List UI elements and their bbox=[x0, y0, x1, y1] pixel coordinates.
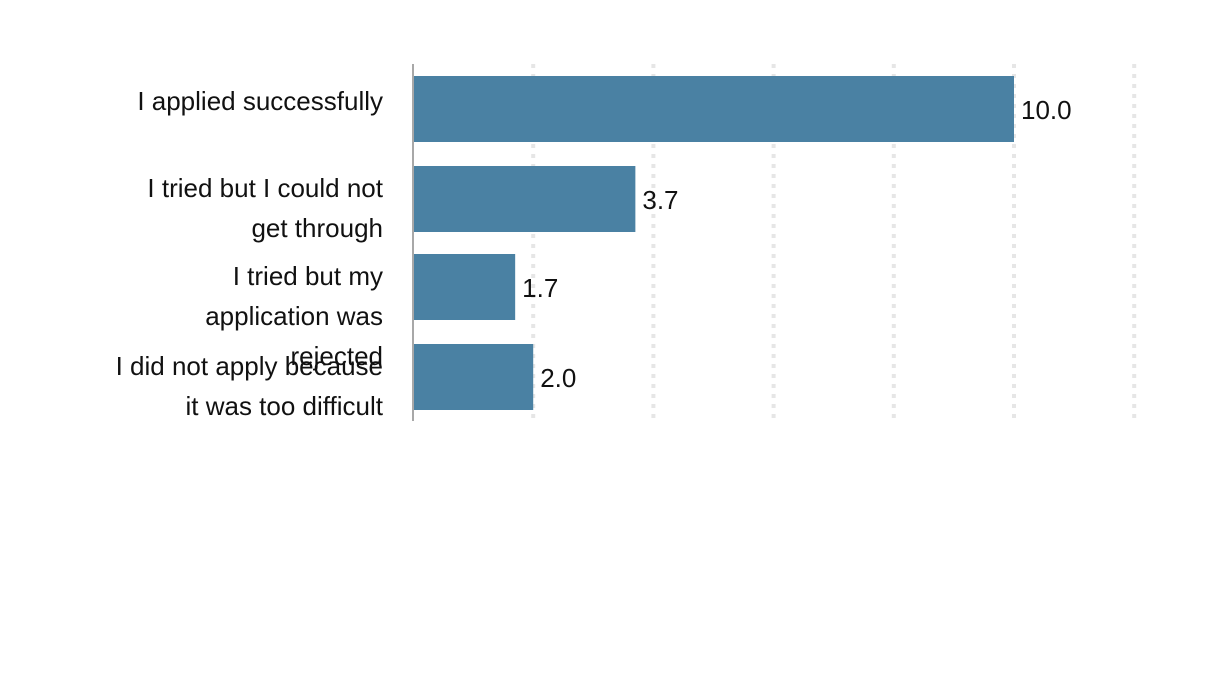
value-label: 3.7 bbox=[642, 185, 678, 215]
category-label: I tried but my bbox=[233, 261, 383, 291]
category-labels: I applied successfully I tried but I coul… bbox=[116, 86, 384, 421]
category-label: I applied successfully bbox=[137, 86, 383, 116]
category-label: it was too difficult bbox=[185, 391, 383, 421]
category-label: rejected bbox=[291, 341, 384, 371]
bar bbox=[413, 76, 1014, 142]
value-label: 10.0 bbox=[1021, 95, 1072, 125]
bars bbox=[413, 76, 1014, 410]
value-label: 2.0 bbox=[540, 363, 576, 393]
category-label: I tried but I could not bbox=[147, 173, 383, 203]
value-labels: 10.0 3.7 1.7 2.0 bbox=[522, 95, 1071, 393]
bar bbox=[413, 254, 516, 320]
bar bbox=[413, 344, 534, 410]
bar bbox=[413, 166, 636, 232]
category-label: get through bbox=[251, 213, 383, 243]
category-label: I did not apply because bbox=[116, 351, 383, 381]
value-label: 1.7 bbox=[522, 273, 558, 303]
category-label: application was bbox=[205, 301, 383, 331]
